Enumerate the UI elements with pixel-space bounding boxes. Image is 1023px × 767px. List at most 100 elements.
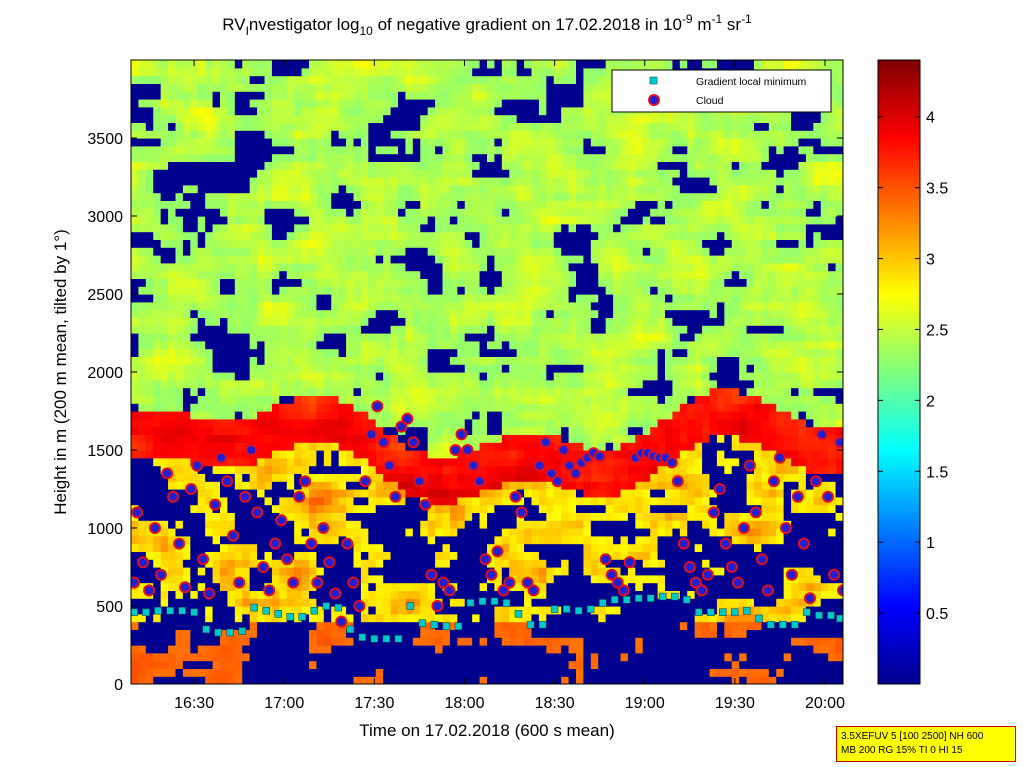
heatmap-cell	[427, 348, 436, 357]
heatmap-cell	[479, 161, 488, 170]
heatmap-cell	[131, 668, 140, 677]
heatmap-cell	[160, 520, 169, 529]
heatmap-cell	[546, 403, 555, 412]
heatmap-cell	[412, 317, 421, 326]
heatmap-cell	[494, 99, 503, 108]
heatmap-cell	[487, 543, 496, 552]
heatmap-cell	[368, 106, 377, 116]
heatmap-cell	[227, 294, 236, 303]
heatmap-cell	[442, 379, 451, 389]
heatmap-cell	[561, 247, 570, 256]
heatmap-cell	[524, 403, 533, 412]
heatmap-cell	[242, 645, 251, 654]
heatmap-cell	[131, 395, 140, 404]
heatmap-cell	[472, 426, 481, 435]
heatmap-cell	[390, 379, 399, 389]
heatmap-cell	[516, 637, 525, 646]
heatmap-cell	[375, 247, 384, 256]
heatmap-cell	[568, 379, 577, 389]
heatmap-cell	[546, 99, 555, 108]
heatmap-cell	[257, 60, 266, 69]
heatmap-cell	[242, 372, 251, 381]
heatmap-cell	[160, 457, 169, 467]
heatmap-cell	[494, 567, 503, 576]
heatmap-cell	[479, 528, 488, 537]
heatmap-cell	[449, 83, 458, 92]
heatmap-cell	[197, 262, 206, 272]
heatmap-cell	[131, 598, 140, 607]
heatmap-cell	[449, 255, 458, 264]
heatmap-cell	[368, 340, 377, 350]
heatmap-cell	[145, 340, 154, 350]
heatmap-cell	[131, 138, 140, 147]
heatmap-cell	[427, 106, 436, 116]
heatmap-cell	[294, 395, 303, 404]
heatmap-cell	[331, 567, 340, 576]
heatmap-cell	[323, 262, 332, 272]
heatmap-cell	[145, 177, 154, 186]
heatmap-cell	[576, 60, 585, 69]
heatmap-cell	[301, 434, 310, 443]
heatmap-cell	[583, 426, 592, 435]
heatmap-cell	[383, 559, 392, 568]
heatmap-cell	[301, 75, 310, 84]
heatmap-cell	[398, 403, 407, 412]
heatmap-cell	[197, 473, 206, 482]
heatmap-cell	[138, 60, 147, 69]
heatmap-cell	[368, 504, 377, 513]
heatmap-cell	[168, 270, 177, 279]
heatmap-cell	[568, 543, 577, 552]
heatmap-cell	[449, 278, 458, 287]
heatmap-cell	[449, 676, 458, 684]
heatmap-cell	[205, 504, 214, 513]
heatmap-cell	[501, 239, 510, 248]
heatmap-cell	[553, 83, 562, 92]
heatmap-cell	[271, 442, 280, 451]
heatmap-cell	[234, 356, 243, 365]
heatmap-cell	[316, 262, 325, 272]
heatmap-cell	[390, 629, 399, 638]
heatmap-cell	[138, 216, 147, 225]
heatmap-cell	[531, 387, 540, 396]
heatmap-cell	[168, 520, 177, 529]
heatmap-cell	[375, 130, 384, 139]
heatmap-cell	[131, 184, 140, 194]
heatmap-cell	[464, 621, 473, 630]
heatmap-cell	[242, 270, 251, 279]
heatmap-cell	[435, 652, 444, 662]
heatmap-cell	[524, 481, 533, 490]
heatmap-cell	[264, 551, 273, 560]
heatmap-cell	[212, 590, 221, 599]
heatmap-cell	[323, 333, 332, 342]
heatmap-cell	[160, 512, 169, 521]
heatmap-cell	[531, 122, 540, 131]
heatmap-cell	[516, 567, 525, 576]
heatmap-cell	[234, 590, 243, 599]
heatmap-cell	[279, 457, 288, 467]
heatmap-cell	[242, 450, 251, 459]
heatmap-cell	[271, 91, 280, 100]
heatmap-cell	[197, 356, 206, 365]
heatmap-cell	[353, 130, 362, 139]
heatmap-cell	[568, 301, 577, 311]
heatmap-cell	[360, 161, 369, 170]
heatmap-cell	[160, 387, 169, 396]
heatmap-cell	[353, 301, 362, 311]
heatmap-cell	[568, 442, 577, 451]
heatmap-cell	[286, 387, 295, 396]
heatmap-cell	[583, 379, 592, 389]
heatmap-cell	[375, 356, 384, 365]
heatmap-cell	[131, 99, 140, 108]
heatmap-cell	[442, 200, 451, 209]
heatmap-cell	[145, 169, 154, 178]
heatmap-cell	[412, 645, 421, 654]
heatmap-cell	[487, 660, 496, 669]
heatmap-cell	[220, 645, 229, 654]
heatmap-cell	[175, 379, 184, 389]
heatmap-cell	[531, 340, 540, 350]
heatmap-cell	[479, 434, 488, 443]
heatmap-cell	[442, 239, 451, 248]
heatmap-cell	[576, 645, 585, 654]
heatmap-cell	[487, 317, 496, 326]
heatmap-cell	[435, 161, 444, 170]
